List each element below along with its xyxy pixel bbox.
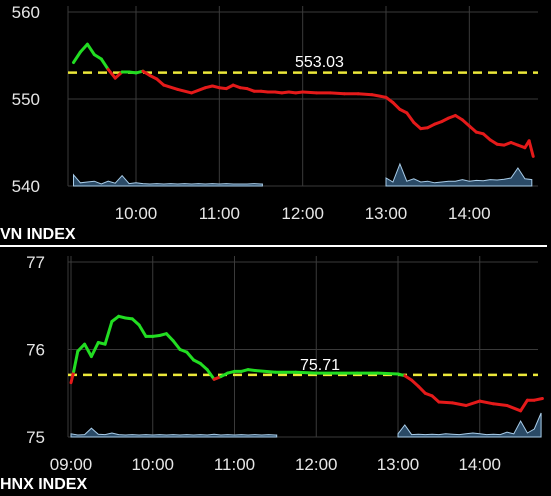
vn-price-segment [405,111,416,124]
vn-price-segment [527,139,535,158]
hnx-reference-label: 75.71 [300,357,340,374]
hnx-price-segment [69,369,76,385]
hnx-price-segment [171,339,182,351]
hnx-x-tick-label: 13:00 [377,455,420,474]
vn-price-segment [301,90,319,95]
hnx-price-segment [76,342,87,353]
vn-price-segment [72,50,82,64]
hnx-price-segment [410,378,420,388]
vn-price-segment [391,101,402,111]
vn-y-tick-label: 560 [12,3,40,22]
hnx-y-tick-label: 77 [26,253,45,272]
hnx-price-segment [89,341,100,358]
vn-volume-session [385,162,533,187]
hnx-x-tick-label: 09:00 [50,455,93,474]
hnx-price-line [69,314,544,413]
vn-price-segment [328,91,346,96]
hnx-price-segment [505,404,523,413]
vn-price-segment [412,121,423,131]
vn-price-segment [190,86,207,95]
hnx-price-segment [253,369,277,374]
hnx-price-segment [464,399,482,407]
hnx-x-axis: 09:00 10:00 11:00 12:00 13:00 14:00 [50,455,501,474]
hnx-price-segment [478,399,495,406]
hnx-price-segment [416,384,427,395]
vn-x-tick-label: 10:00 [115,204,158,223]
hnx-y-tick-label: 75 [26,428,45,447]
hnx-y-tick-label: 76 [26,341,45,360]
hnx-price-segment [198,362,209,372]
vn-price-segment [356,92,374,97]
hnx-price-segment [437,400,454,405]
vn-price-line [72,42,535,158]
hnx-price-segment [103,320,114,346]
vn-price-segment [176,87,194,95]
hnx-volume-area [70,412,542,438]
vn-y-tick-label: 540 [12,177,40,196]
vn-price-segment [460,118,471,128]
hnx-index-chart: 77 76 75 09:00 10:00 11:00 12:00 13:00 14:00 75… [0,253,544,493]
vn-price-segment [467,124,478,134]
hnx-price-segment [205,368,216,381]
hnx-price-segment [164,332,175,343]
hnx-volume-session [70,427,278,438]
vn-price-segment [481,132,492,142]
hnx-x-tick-label: 14:00 [458,455,501,474]
hnx-price-segment [72,349,80,373]
vn-volume-area [73,162,533,187]
hnx-x-tick-label: 12:00 [295,455,338,474]
vn-y-tick-label: 550 [12,90,40,109]
hnx-price-segment [130,317,141,327]
hnx-price-segment [185,350,196,362]
hnx-volume-session [397,412,542,438]
hnx-price-segment [83,342,93,358]
vn-x-axis: 10:00 11:00 12:00 13:00 14:00 [115,204,491,223]
hnx-x-tick-label: 10:00 [131,455,174,474]
hnx-price-segment [491,402,509,407]
hnx-x-tick-label: 11:00 [214,455,255,474]
vn-price-segment [113,70,124,80]
vn-reference-label: 553.03 [295,54,344,71]
hnx-index-title: HNX INDEX [0,476,87,493]
vn-price-segment [85,42,96,57]
vn-price-segment [155,77,166,87]
hnx-price-segment [137,323,148,338]
vn-price-segment [370,93,388,99]
hnx-y-axis: 77 76 75 [26,253,45,447]
hnx-price-segment [376,371,400,376]
vn-x-tick-label: 14:00 [448,204,491,223]
vn-price-segment [106,67,117,80]
hnx-price-segment [532,397,544,402]
vn-price-segment [162,83,180,91]
vn-y-axis: 560 550 540 [12,3,40,196]
vn-volume-session [73,173,263,187]
hnx-price-segment [294,370,318,375]
vn-x-tick-label: 13:00 [365,204,408,223]
hnx-price-segment [519,398,529,413]
hnx-price-segment [430,394,441,404]
vn-index-chart: 560 550 540 10:00 11:00 12:00 13:00 14:00 553.… [0,3,538,243]
vn-x-tick-label: 12:00 [281,204,324,223]
vn-index-title: VN INDEX [0,226,76,243]
vn-price-segment [99,57,110,71]
vn-price-segment [78,42,89,54]
vn-x-tick-label: 11:00 [199,204,240,223]
hnx-price-segment [451,401,468,407]
